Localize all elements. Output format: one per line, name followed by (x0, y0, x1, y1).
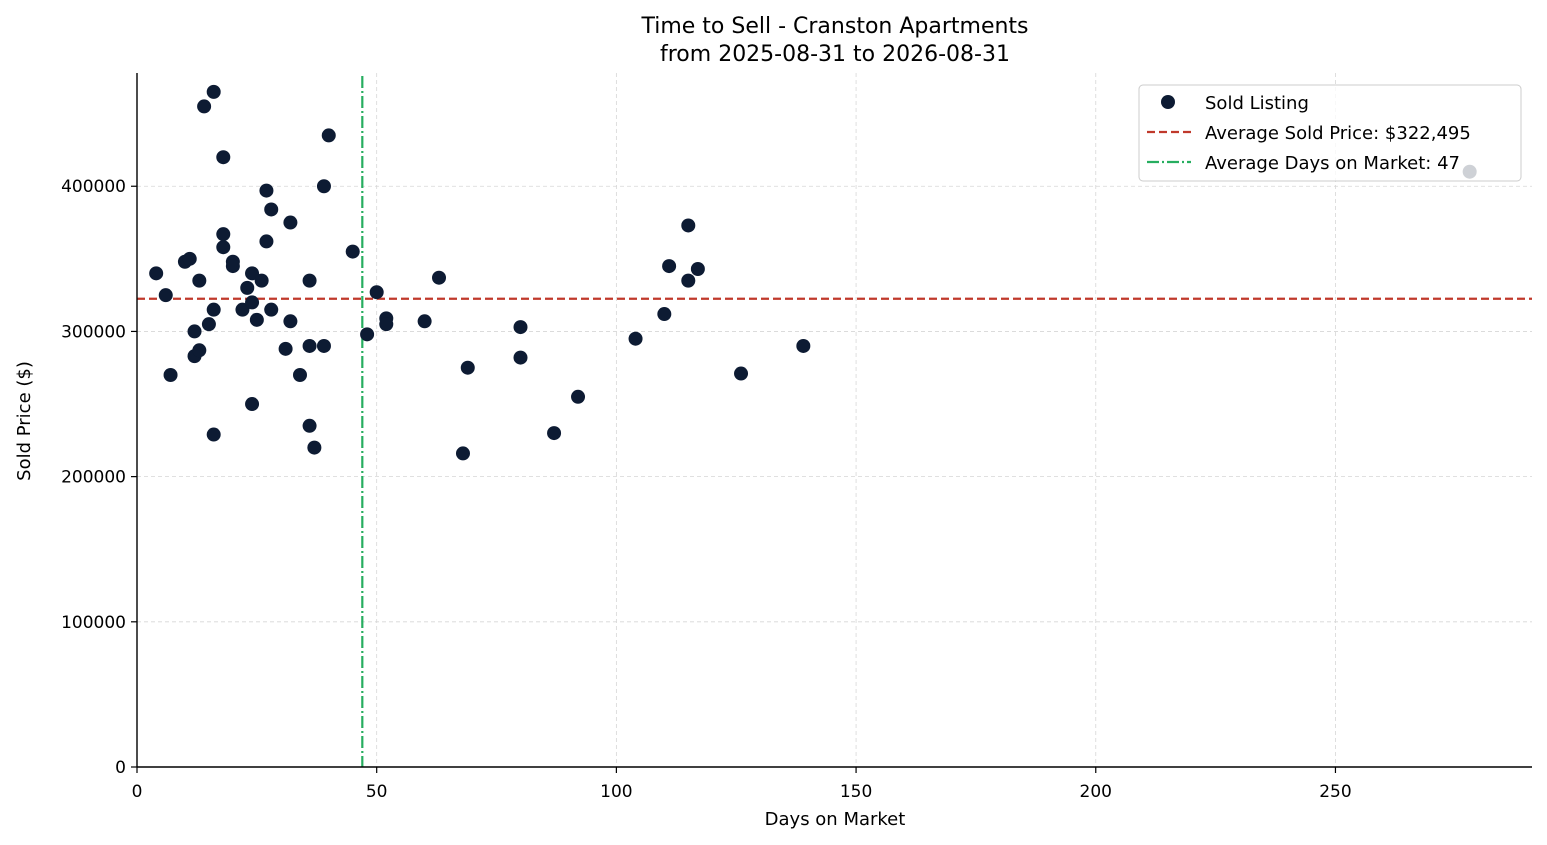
data-point (245, 397, 260, 412)
data-point (513, 350, 528, 365)
x-tick-label: 50 (366, 782, 388, 802)
x-tick-label: 150 (840, 782, 872, 802)
data-point (628, 331, 643, 346)
data-point (206, 302, 221, 317)
x-tick-label: 200 (1080, 782, 1112, 802)
y-tick-label: 100000 (61, 613, 126, 633)
data-point (264, 202, 279, 217)
data-point (302, 418, 317, 433)
x-tick-label: 100 (600, 782, 632, 802)
legend-box (1138, 84, 1522, 182)
data-point (283, 215, 298, 230)
data-point (201, 317, 216, 332)
data-point (734, 366, 749, 381)
data-point (379, 317, 394, 332)
chart-subtitle: from 2025-08-31 to 2026-08-31 (660, 42, 1010, 67)
data-point (192, 273, 207, 288)
data-points (149, 84, 1477, 461)
data-point (316, 338, 331, 353)
data-point (369, 285, 384, 300)
data-point (254, 273, 269, 288)
data-point (163, 367, 178, 382)
data-point (417, 314, 432, 329)
legend: Sold Listing Average Sold Price: $322,495… (1138, 84, 1522, 182)
data-point (192, 343, 207, 358)
data-point (321, 128, 336, 143)
y-tick-label: 200000 (61, 468, 126, 488)
data-point (345, 244, 360, 259)
x-tick-label: 250 (1319, 782, 1351, 802)
data-point (235, 302, 250, 317)
y-axis-ticks: 0 100000 200000 300000 400000 (61, 177, 137, 778)
data-point (197, 99, 212, 114)
data-point (292, 367, 307, 382)
data-point (216, 240, 231, 255)
data-point (259, 234, 274, 249)
data-point (240, 280, 255, 295)
data-point (259, 183, 274, 198)
y-tick-label: 300000 (61, 322, 126, 342)
data-point (245, 266, 260, 281)
data-point (149, 266, 164, 281)
data-point (249, 312, 264, 327)
y-tick-label: 400000 (61, 177, 126, 197)
data-point (571, 389, 586, 404)
grid (137, 73, 1532, 767)
data-point (158, 288, 173, 303)
data-point (264, 302, 279, 317)
data-point (307, 440, 322, 455)
data-point (302, 338, 317, 353)
legend-label: Average Days on Market: 47 (1205, 153, 1460, 174)
data-point (681, 218, 696, 233)
x-tick-label: 0 (132, 782, 143, 802)
data-point (302, 273, 317, 288)
data-point (690, 262, 705, 277)
data-point (432, 270, 447, 285)
legend-label: Sold Listing (1205, 93, 1309, 114)
data-point (460, 360, 475, 375)
y-axis-label: Sold Price ($) (14, 361, 35, 481)
data-point (796, 338, 811, 353)
legend-label: Average Sold Price: $322,495 (1205, 123, 1471, 144)
average-lines (137, 76, 1532, 767)
y-tick-label: 0 (115, 758, 126, 778)
data-point (455, 446, 470, 461)
data-point (216, 227, 231, 242)
data-point (216, 150, 231, 165)
data-point (662, 259, 677, 274)
data-point (360, 327, 375, 342)
data-point (681, 273, 696, 288)
data-point (283, 314, 298, 329)
data-point (182, 251, 197, 266)
data-point (245, 295, 260, 310)
legend-marker-sold-listing (1161, 95, 1175, 109)
data-point (187, 324, 202, 339)
x-axis-ticks: 0 50 100 150 200 250 (132, 767, 1352, 802)
chart-title: Time to Sell - Cranston Apartments (640, 14, 1028, 39)
data-point (657, 307, 672, 322)
data-point (278, 341, 293, 356)
data-point (206, 427, 221, 442)
data-point (513, 320, 528, 335)
data-point (225, 259, 240, 274)
x-axis-label: Days on Market (765, 809, 906, 830)
data-point (547, 426, 562, 441)
data-point (316, 179, 331, 194)
data-point (206, 84, 221, 99)
